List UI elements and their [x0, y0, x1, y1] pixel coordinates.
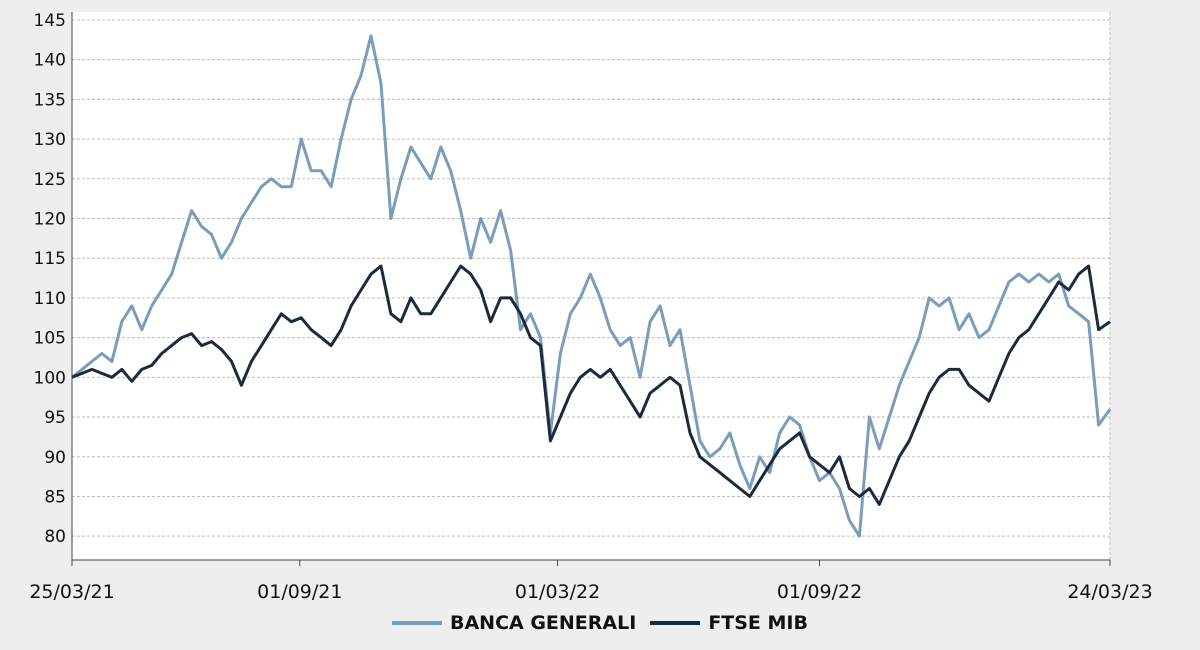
y-tick-label: 85 [44, 487, 66, 507]
x-tick-label: 01/03/22 [515, 581, 600, 603]
series-line-ftse-mib [71, 264, 1111, 506]
series-lines [71, 34, 1112, 538]
legend-item-ftse-mib: FTSE MIB [650, 612, 808, 634]
y-tick-label: 115 [34, 249, 66, 269]
y-tick-label: 125 [34, 170, 66, 190]
legend-item-banca-generali: BANCA GENERALI [391, 612, 637, 634]
y-tick-label: 90 [44, 448, 66, 468]
gridlines [72, 12, 1111, 560]
y-tick-label: 135 [34, 90, 66, 110]
legend-swatch-ftse-mib [650, 621, 701, 625]
y-tick-label: 105 [34, 329, 66, 349]
y-tick-label: 130 [34, 130, 66, 150]
x-tick-label: 25/03/21 [29, 581, 114, 603]
legend-swatch-banca-generali [391, 621, 442, 625]
y-tick-label: 80 [44, 527, 66, 547]
y-tick-label: 140 [34, 51, 66, 71]
y-tick-label: 100 [34, 368, 66, 388]
x-tick-label: 24/03/23 [1067, 581, 1152, 603]
plot-area [72, 12, 1110, 560]
x-tick-labels: 25/03/21 01/09/21 01/03/22 01/09/22 24/03/23 [29, 560, 1153, 603]
y-tick-labels: 80 85 90 95 100 105 110 115 120 125 130 135 140 145 [34, 11, 66, 547]
legend-label-banca-generali: BANCA GENERALI [449, 612, 637, 634]
axes [71, 12, 1110, 561]
y-tick-label: 110 [34, 289, 66, 309]
legend: BANCA GENERALI FTSE MIB [0, 612, 1200, 634]
y-tick-label: 120 [34, 209, 66, 229]
x-tick-label: 01/09/22 [777, 581, 862, 603]
x-tick-label: 01/09/21 [257, 581, 342, 603]
series-line-banca-generali [71, 34, 1112, 538]
legend-label-ftse-mib: FTSE MIB [708, 612, 808, 634]
y-tick-label: 145 [34, 11, 66, 31]
y-tick-label: 95 [44, 408, 66, 428]
